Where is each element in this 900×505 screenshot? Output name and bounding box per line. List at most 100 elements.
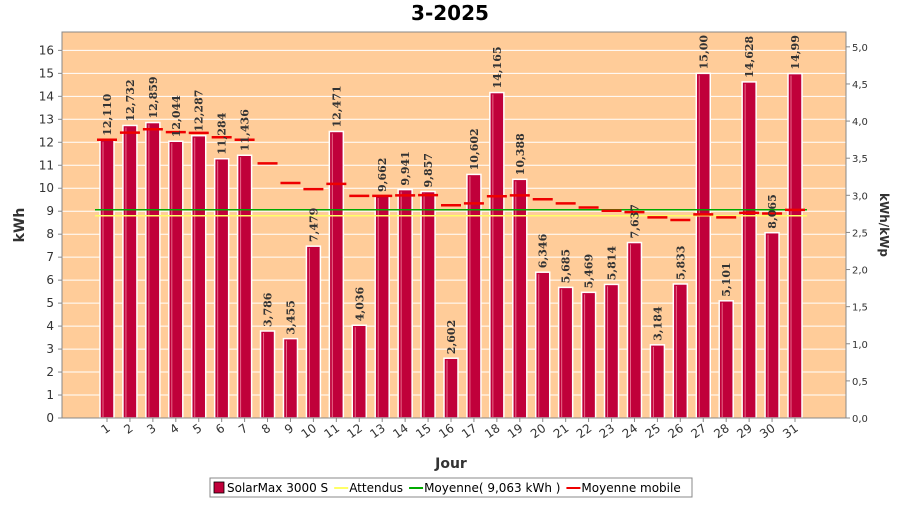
bar xyxy=(764,231,780,419)
bar-value-label: 7,637 xyxy=(628,204,641,238)
y-tick-label: 4 xyxy=(46,319,54,333)
legend-entry-label: Attendus xyxy=(349,481,403,495)
x-tick-label: 16 xyxy=(436,421,457,441)
bar-value-label: 10,602 xyxy=(468,128,481,170)
bar xyxy=(443,357,459,419)
bar-value-label: 5,101 xyxy=(720,262,733,296)
bar-value-label: 9,857 xyxy=(422,153,435,187)
bar xyxy=(603,283,620,419)
bar xyxy=(787,72,803,419)
bar xyxy=(672,283,689,419)
y-tick-label: 12 xyxy=(39,135,54,149)
x-tick-label: 4 xyxy=(167,421,181,437)
y-right-tick-label: 1,0 xyxy=(852,340,868,351)
x-tick-label: 2 xyxy=(121,421,135,437)
bar xyxy=(190,134,207,419)
bar-value-label: 5,469 xyxy=(583,254,596,288)
y-tick-label: 7 xyxy=(46,250,54,264)
x-tick-label: 5 xyxy=(190,421,204,437)
bar-value-label: 3,455 xyxy=(284,300,297,334)
bar-value-label: 12,110 xyxy=(101,93,114,135)
y-right-tick-label: 2,5 xyxy=(852,228,868,239)
bar-value-label: 3,184 xyxy=(651,306,664,341)
chart-title: 3-2025 xyxy=(411,1,489,25)
x-tick-label: 28 xyxy=(711,421,732,441)
bar xyxy=(420,190,436,419)
data-labels: 12,110 12,732 12,859 12,044 12,287 11,284 11,4… xyxy=(101,35,802,355)
bar-value-label: 3,786 xyxy=(262,292,275,327)
bar-value-label: 11,436 xyxy=(239,109,252,151)
bar xyxy=(145,121,161,419)
y-tick-label: 13 xyxy=(39,112,54,126)
y-right-tick-label: 3,5 xyxy=(852,154,868,165)
bar xyxy=(534,271,551,419)
x-tick-label: 29 xyxy=(734,421,755,441)
bar xyxy=(626,241,643,419)
y-tick-label: 3 xyxy=(46,342,54,356)
bar xyxy=(351,324,368,419)
y-tick-label: 5 xyxy=(46,296,54,310)
legend-entry-label: SolarMax 3000 S xyxy=(227,481,328,495)
bar-value-label: 10,388 xyxy=(514,133,527,175)
bar xyxy=(397,188,413,419)
bar xyxy=(122,124,138,419)
y-right-tick-label: 0,0 xyxy=(852,414,868,425)
bar xyxy=(466,173,482,419)
y-tick-label: 15 xyxy=(39,66,54,80)
y-tick-label: 2 xyxy=(46,365,54,379)
bar-value-label: 9,662 xyxy=(376,158,389,192)
x-tick-label: 26 xyxy=(666,421,687,441)
y-tick-label: 10 xyxy=(39,181,54,195)
legend: SolarMax 3000 S Attendus Moyenne( 9,063 kW… xyxy=(209,477,693,498)
legend-frame xyxy=(209,477,693,498)
y-tick-label: 9 xyxy=(46,204,54,218)
y-right-tick-label: 3,0 xyxy=(852,191,868,202)
x-tick-label: 12 xyxy=(344,421,365,441)
y-tick-label: 11 xyxy=(39,158,54,172)
bar-value-label: 12,471 xyxy=(330,85,343,127)
x-tick-label: 23 xyxy=(597,421,618,441)
bar xyxy=(489,91,505,419)
bar xyxy=(213,157,230,419)
x-tick-label: 1 xyxy=(98,421,112,437)
y-right-tick-label: 5,0 xyxy=(852,43,868,54)
x-tick-label: 7 xyxy=(236,421,250,437)
x-tick-label: 8 xyxy=(259,421,273,437)
bar xyxy=(741,81,757,419)
bar xyxy=(580,291,597,419)
y-tick-label: 16 xyxy=(39,43,54,57)
line-series xyxy=(95,127,807,222)
bar-value-label: 12,859 xyxy=(147,76,160,118)
y-axis-right-label: kWh/kWp xyxy=(877,193,891,257)
bar-value-label: 6,346 xyxy=(537,233,550,268)
bar-value-label: 12,287 xyxy=(193,90,206,132)
bar xyxy=(718,300,734,419)
bar xyxy=(236,154,253,419)
bar xyxy=(305,245,322,419)
bar-value-label: 7,479 xyxy=(307,208,320,242)
x-tick-label: 18 xyxy=(482,421,503,441)
legend-swatch-bar xyxy=(213,481,225,494)
y-right-tick-label: 0,5 xyxy=(852,377,868,388)
legend-entry-label: Moyenne( 9,063 kWh ) xyxy=(424,481,560,495)
bar xyxy=(695,72,712,419)
bar-series xyxy=(99,72,803,419)
legend-entry-label: Moyenne mobile xyxy=(581,481,680,495)
x-tick-label: 31 xyxy=(780,421,801,441)
x-tick-label: 3 xyxy=(144,421,158,437)
bar-value-label: 14,628 xyxy=(743,35,756,77)
bar xyxy=(259,330,276,419)
x-axis-label: Jour xyxy=(434,456,467,472)
x-tick-label: 17 xyxy=(459,421,480,441)
bar xyxy=(374,195,390,419)
bar-value-label: 8,065 xyxy=(766,194,779,228)
x-tick-label: 30 xyxy=(757,421,778,441)
bar-value-label: 5,685 xyxy=(560,249,573,283)
x-tick-label: 15 xyxy=(413,421,434,441)
y-right-tick-label: 4,0 xyxy=(852,117,868,128)
x-tick-label: 20 xyxy=(528,421,549,441)
bar xyxy=(557,286,574,419)
bar xyxy=(99,139,115,419)
